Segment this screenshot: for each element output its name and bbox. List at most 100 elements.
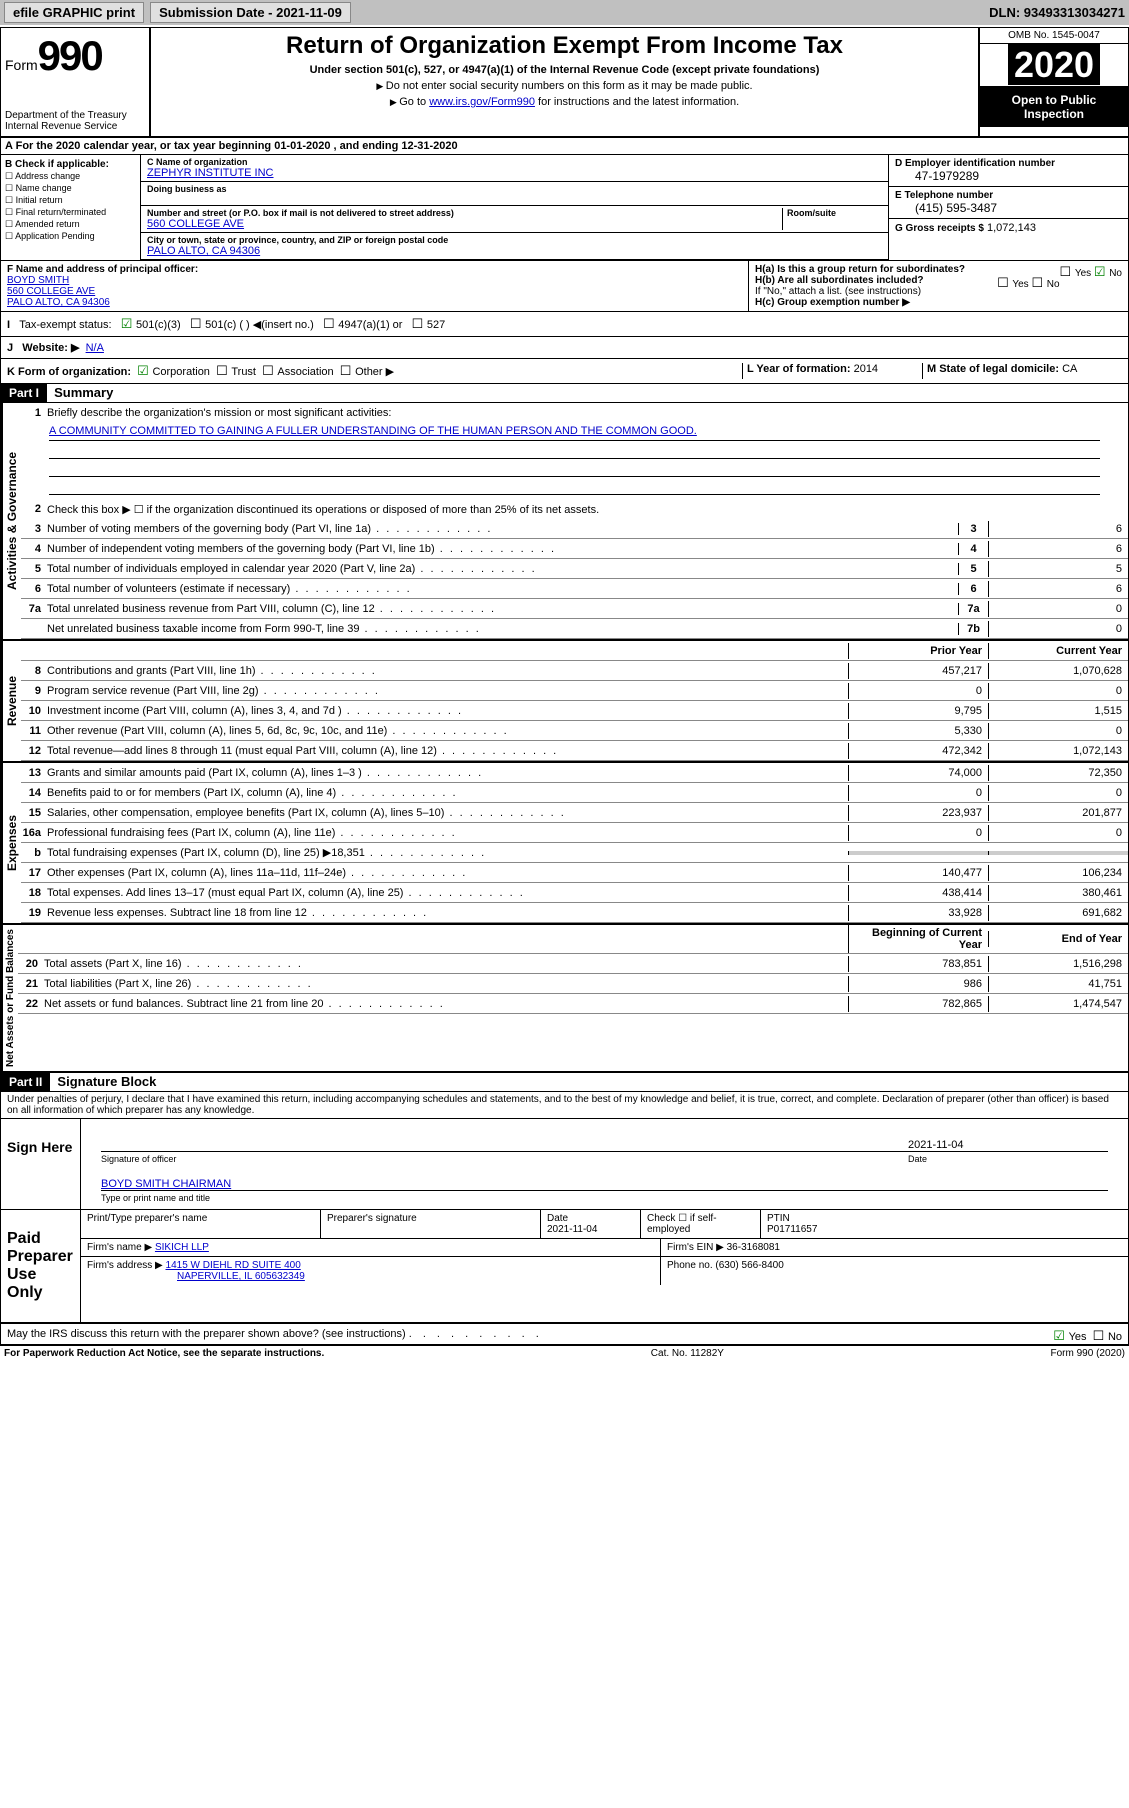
org-name: ZEPHYR INSTITUTE INC xyxy=(147,167,882,179)
line-desc: Other expenses (Part IX, column (A), lin… xyxy=(47,865,848,881)
chk-corp[interactable]: Corporation xyxy=(137,366,210,378)
row-i: I Tax-exempt status: 501(c)(3) 501(c) ( … xyxy=(1,312,1128,337)
q1-label: Briefly describe the organization's miss… xyxy=(47,405,1128,421)
chk-initial-return[interactable]: Initial return xyxy=(5,195,136,206)
paperwork-notice: For Paperwork Reduction Act Notice, see … xyxy=(4,1348,324,1359)
dept-label: Department of the Treasury Internal Reve… xyxy=(5,110,145,132)
page-footer: For Paperwork Reduction Act Notice, see … xyxy=(0,1346,1129,1361)
chk-name-change[interactable]: Name change xyxy=(5,183,136,194)
prior-value: 457,217 xyxy=(848,663,988,679)
line-ref: 6 xyxy=(958,583,988,595)
line-desc: Other revenue (Part VIII, column (A), li… xyxy=(47,723,848,739)
row-a-tax-year: A For the 2020 calendar year, or tax yea… xyxy=(1,138,1128,155)
chk-4947[interactable]: 4947(a)(1) or xyxy=(323,319,402,331)
discuss-label: May the IRS discuss this return with the… xyxy=(7,1328,406,1340)
line-desc: Investment income (Part VIII, column (A)… xyxy=(47,703,848,719)
prior-value: 438,414 xyxy=(848,885,988,901)
ein-label: D Employer identification number xyxy=(895,158,1122,169)
ha-no[interactable]: No xyxy=(1094,268,1122,279)
prior-value: 140,477 xyxy=(848,865,988,881)
line-desc: Total number of individuals employed in … xyxy=(47,561,958,577)
chk-trust[interactable]: Trust xyxy=(216,366,256,378)
hb-yes[interactable]: Yes xyxy=(997,279,1029,290)
goto-note: Go to www.irs.gov/Form990 for instructio… xyxy=(159,96,970,108)
chk-address-change[interactable]: Address change xyxy=(5,171,136,182)
website-label: Website: ▶ xyxy=(22,342,79,354)
ha-label: H(a) Is this a group return for subordin… xyxy=(755,264,965,275)
discuss-no[interactable]: No xyxy=(1093,1331,1122,1343)
firm-addr1: 1415 W DIEHL RD SUITE 400 xyxy=(166,1260,301,1271)
prep-sig-label: Preparer's signature xyxy=(321,1210,541,1238)
firm-name-label: Firm's name ▶ xyxy=(87,1242,152,1253)
form-title: Return of Organization Exempt From Incom… xyxy=(159,32,970,60)
mission-text: A COMMUNITY COMMITTED TO GAINING A FULLE… xyxy=(49,425,1100,441)
cat-no: Cat. No. 11282Y xyxy=(651,1348,724,1359)
officer-sig-name: BOYD SMITH CHAIRMAN xyxy=(101,1178,1108,1190)
side-governance: Activities & Governance xyxy=(1,403,21,639)
chk-501c3[interactable]: 501(c)(3) xyxy=(121,319,181,331)
sign-here-label: Sign Here xyxy=(1,1119,81,1209)
year-formation-label: L Year of formation: xyxy=(747,363,851,375)
phone-value: (415) 595-3487 xyxy=(895,201,1122,215)
firm-name: SIKICH LLP xyxy=(155,1242,209,1253)
form990-link[interactable]: www.irs.gov/Form990 xyxy=(429,96,535,108)
street-address: 560 COLLEGE AVE xyxy=(147,218,782,230)
firm-phone: (630) 566-8400 xyxy=(715,1260,783,1271)
chk-amended[interactable]: Amended return xyxy=(5,219,136,230)
line-ref: 3 xyxy=(958,523,988,535)
line-desc: Total revenue—add lines 8 through 11 (mu… xyxy=(47,743,848,759)
entity-block: B Check if applicable: Address change Na… xyxy=(1,155,1128,261)
hb-label: H(b) Are all subordinates included? xyxy=(755,275,924,286)
prior-value xyxy=(848,851,988,855)
line-desc: Benefits paid to or for members (Part IX… xyxy=(47,785,848,801)
perjury-declaration: Under penalties of perjury, I declare th… xyxy=(1,1092,1128,1119)
side-expenses: Expenses xyxy=(1,763,21,923)
line-value: 6 xyxy=(988,541,1128,557)
line-value: 5 xyxy=(988,561,1128,577)
line-desc: Total assets (Part X, line 16) xyxy=(44,956,848,972)
line-desc: Total expenses. Add lines 13–17 (must eq… xyxy=(47,885,848,901)
prior-value: 5,330 xyxy=(848,723,988,739)
chk-assoc[interactable]: Association xyxy=(262,366,334,378)
line-desc: Number of independent voting members of … xyxy=(47,541,958,557)
line-desc: Professional fundraising fees (Part IX, … xyxy=(47,825,848,841)
line-value: 0 xyxy=(988,601,1128,617)
line-desc: Total unrelated business revenue from Pa… xyxy=(47,601,958,617)
chk-501c[interactable]: 501(c) ( ) ◀(insert no.) xyxy=(190,319,314,331)
prep-date-label: Date xyxy=(547,1213,568,1224)
line-ref: 4 xyxy=(958,543,988,555)
firm-phone-label: Phone no. xyxy=(667,1260,713,1271)
ha-yes[interactable]: Yes xyxy=(1060,268,1092,279)
hb-no[interactable]: No xyxy=(1031,279,1059,290)
city-label: City or town, state or province, country… xyxy=(147,235,882,245)
side-netassets: Net Assets or Fund Balances xyxy=(1,925,18,1071)
prior-value: 74,000 xyxy=(848,765,988,781)
discuss-yes[interactable]: Yes xyxy=(1053,1331,1086,1343)
chk-other[interactable]: Other ▶ xyxy=(340,366,394,378)
submission-date-btn[interactable]: Submission Date - 2021-11-09 xyxy=(150,2,351,23)
ein-value: 47-1979289 xyxy=(895,169,1122,183)
efile-btn[interactable]: efile GRAPHIC print xyxy=(4,2,144,23)
chk-app-pending[interactable]: Application Pending xyxy=(5,231,136,242)
form-ref: Form 990 (2020) xyxy=(1051,1348,1125,1359)
current-value: 72,350 xyxy=(988,765,1128,781)
hc-label: H(c) Group exemption number ▶ xyxy=(755,297,910,308)
paid-preparer-block: Paid Preparer Use Only Print/Type prepar… xyxy=(1,1210,1128,1324)
dln-label: DLN: 93493313034271 xyxy=(989,5,1125,20)
netassets-section: Net Assets or Fund Balances Beginning of… xyxy=(1,925,1128,1073)
current-value: 1,072,143 xyxy=(988,743,1128,759)
line-desc: Program service revenue (Part VIII, line… xyxy=(47,683,848,699)
hb-note: If "No," attach a list. (see instruction… xyxy=(755,286,1122,297)
phone-label: E Telephone number xyxy=(895,190,1122,201)
form-org-label: K Form of organization: xyxy=(7,366,131,378)
gross-receipts-value: 1,072,143 xyxy=(987,222,1036,234)
paid-prep-label: Paid Preparer Use Only xyxy=(1,1210,81,1322)
col-current: Current Year xyxy=(988,643,1128,659)
line-value: 0 xyxy=(988,621,1128,637)
line-desc: Total fundraising expenses (Part IX, col… xyxy=(47,844,848,861)
part1-title: Summary xyxy=(50,383,117,402)
chk-527[interactable]: 527 xyxy=(412,319,446,331)
chk-final-return[interactable]: Final return/terminated xyxy=(5,207,136,218)
expenses-section: Expenses 13Grants and similar amounts pa… xyxy=(1,763,1128,925)
addr-label: Number and street (or P.O. box if mail i… xyxy=(147,208,782,218)
